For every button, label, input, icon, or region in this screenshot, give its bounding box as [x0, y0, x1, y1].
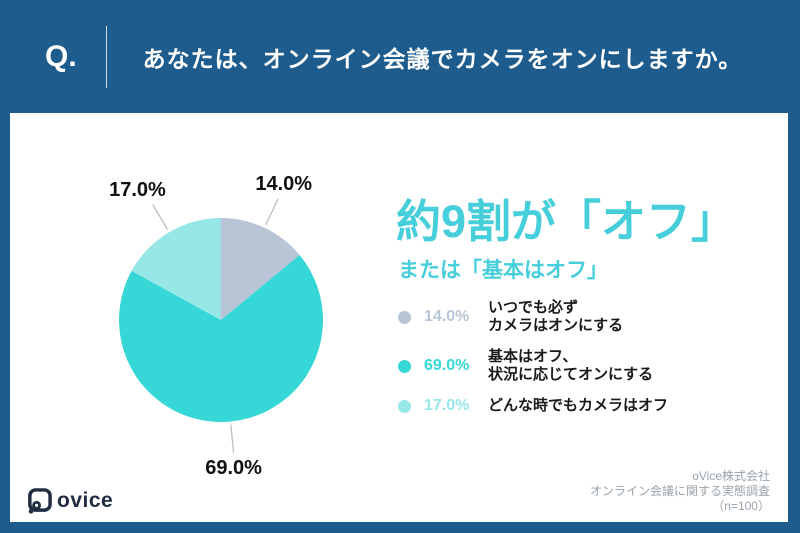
legend-label-0: いつでも必ず カメラはオンにする	[488, 299, 624, 334]
headline-main: 約9割が「オフ」	[396, 196, 737, 247]
legend-label-1: 基本はオフ、 状況に応じてオンにする	[488, 348, 654, 383]
pie-value-label-1: 69.0%	[205, 457, 262, 480]
ovice-logo-text: ovice	[57, 489, 114, 512]
leader-line-2	[152, 204, 169, 230]
header-divider	[105, 25, 107, 88]
legend-label-2: どんな時でもカメラはオフ	[488, 397, 669, 414]
legend-item-1: 69.0% 基本はオフ、 状況に応じてオンにする	[398, 348, 668, 384]
pie-chart: 14.0% 69.0% 17.0%	[10, 113, 400, 522]
source-line: oVice株式会社	[692, 469, 770, 483]
legend-percent-2: 17.0%	[424, 397, 470, 414]
legend-item-0: 14.0% いつでも必ず カメラはオンにする	[398, 299, 668, 335]
legend-item-2: 17.0% どんな時でもカメラはオフ	[398, 397, 668, 415]
chart-card: 14.0% 69.0% 17.0% 約9割が「オフ」 または「基本はオフ」 14.0…	[10, 113, 788, 522]
pie-value-label-2: 17.0%	[109, 178, 166, 201]
source-line: オンライン会議に関する実態調査	[589, 484, 770, 498]
pie-slice-1	[119, 254, 324, 423]
header: Q. あなたは、オンライン会議でカメラをオンにしますか。	[0, 0, 800, 113]
question-mark-label: Q.	[45, 39, 77, 73]
legend-dot-2	[398, 399, 411, 413]
question-title: あなたは、オンライン会議でカメラをオンにしますか。	[142, 45, 743, 72]
legend-dot-0	[398, 310, 411, 324]
pie-value-label-0: 14.0%	[255, 172, 313, 195]
pie-chart-svg	[119, 198, 324, 454]
pie-slice-0	[221, 218, 300, 320]
legend-percent-0: 14.0%	[424, 308, 470, 325]
legend: 14.0% いつでも必ず カメラはオンにする 69.0% 基本はオフ、 状況に応じてオンに…	[398, 299, 668, 415]
ovice-logo-icon	[26, 488, 52, 514]
headline-sub: または「基本はオフ」	[398, 259, 608, 282]
ovice-logo: ovice	[26, 488, 113, 514]
legend-percent-1: 69.0%	[424, 357, 470, 374]
source-attribution: oVice株式会社 オンライン会議に関する実態調査 （n=100）	[590, 469, 770, 514]
source-line: （n=100）	[712, 499, 770, 513]
leader-line-1	[230, 424, 235, 454]
leader-line-0	[265, 198, 279, 226]
pie-slice-2	[131, 218, 221, 320]
legend-dot-1	[398, 359, 411, 373]
